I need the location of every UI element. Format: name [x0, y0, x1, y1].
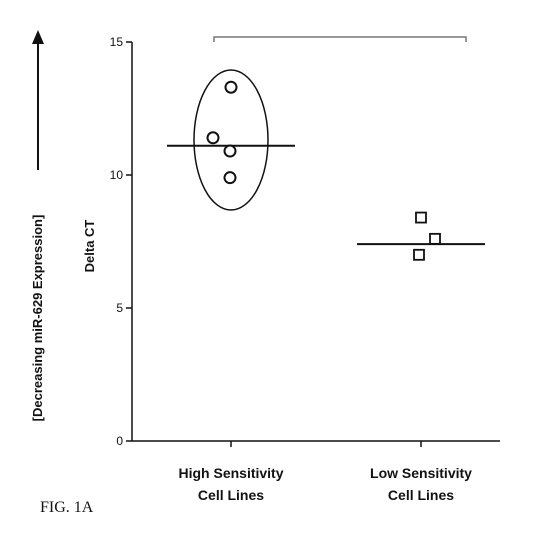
data-point-square — [413, 248, 425, 261]
data-marks — [167, 80, 485, 261]
secondary-y-label: [Decreasing miR-629 Expression] — [30, 215, 45, 422]
y-tick-label: 15 — [110, 35, 124, 49]
significance-bracket — [213, 36, 467, 42]
category-label-low-line2: Cell Lines — [388, 487, 454, 503]
secondary-y-label-group: [Decreasing miR-629 Expression] — [30, 30, 45, 421]
data-point-circle — [206, 131, 220, 145]
y-axis-label: Delta CT — [82, 220, 97, 273]
category-label-high-line2: Cell Lines — [198, 487, 264, 503]
y-tick-label: 0 — [116, 434, 123, 448]
y-ticks: 0 5 10 15 — [110, 35, 132, 448]
y-tick-label: 5 — [116, 301, 123, 315]
data-point-circle — [223, 144, 237, 158]
category-label-low-line1: Low Sensitivity — [370, 465, 472, 481]
up-arrow-icon — [32, 30, 44, 44]
group-highlight-ellipse — [193, 69, 269, 211]
data-point-square — [429, 232, 441, 245]
data-point-square — [415, 211, 427, 224]
data-point-circle — [223, 171, 237, 185]
data-point-circle — [224, 80, 238, 94]
y-tick-label: 10 — [110, 168, 124, 182]
category-label-high-line1: High Sensitivity — [178, 465, 283, 481]
figure-caption: FIG. 1A — [40, 499, 94, 516]
x-ticks — [230, 441, 422, 447]
